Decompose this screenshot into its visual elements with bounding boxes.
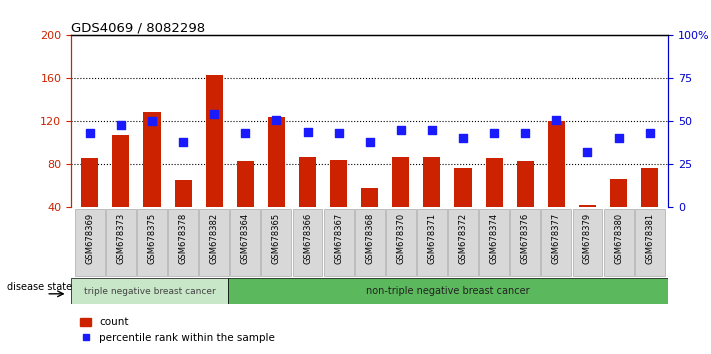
Bar (423, 157, 441, 207)
Bar (228, 278, 668, 304)
FancyBboxPatch shape (604, 209, 634, 276)
Bar (299, 157, 316, 207)
FancyBboxPatch shape (137, 209, 167, 276)
FancyBboxPatch shape (293, 209, 322, 276)
Text: GSM678378: GSM678378 (178, 213, 188, 264)
Bar (392, 157, 410, 207)
Text: GSM678375: GSM678375 (147, 213, 156, 264)
Point (395, 127, 407, 133)
Text: GSM678376: GSM678376 (520, 213, 530, 264)
Bar (517, 161, 534, 207)
Bar (579, 205, 596, 207)
Point (240, 130, 251, 136)
Text: GSM678374: GSM678374 (490, 213, 498, 264)
Text: GSM678371: GSM678371 (427, 213, 437, 264)
Bar (81, 158, 98, 207)
Text: GSM678377: GSM678377 (552, 213, 561, 264)
Text: GSM678380: GSM678380 (614, 213, 623, 264)
FancyBboxPatch shape (199, 209, 229, 276)
Bar (268, 117, 285, 207)
FancyBboxPatch shape (262, 209, 292, 276)
Point (520, 130, 531, 136)
Point (178, 139, 189, 145)
Bar (71, 278, 228, 304)
Text: GSM678367: GSM678367 (334, 213, 343, 264)
Text: GSM678379: GSM678379 (583, 213, 592, 264)
Text: non-triple negative breast cancer: non-triple negative breast cancer (366, 286, 530, 296)
Point (644, 130, 656, 136)
Text: GSM678370: GSM678370 (396, 213, 405, 264)
Point (364, 139, 375, 145)
Bar (361, 188, 378, 207)
Point (115, 122, 127, 127)
FancyBboxPatch shape (230, 209, 260, 276)
Text: GSM678368: GSM678368 (365, 213, 374, 264)
Text: GSM678381: GSM678381 (645, 213, 654, 264)
Text: GDS4069 / 8082298: GDS4069 / 8082298 (71, 21, 205, 34)
Point (146, 118, 158, 124)
Point (301, 129, 313, 135)
Text: GSM678373: GSM678373 (117, 213, 125, 264)
Bar (330, 160, 347, 207)
FancyBboxPatch shape (417, 209, 447, 276)
FancyBboxPatch shape (542, 209, 572, 276)
Bar (112, 135, 129, 207)
Bar (454, 169, 471, 207)
Text: disease state: disease state (6, 282, 72, 292)
Bar (641, 169, 658, 207)
Bar (144, 112, 161, 207)
Point (582, 149, 593, 155)
FancyBboxPatch shape (355, 209, 385, 276)
FancyBboxPatch shape (386, 209, 416, 276)
Point (613, 136, 624, 141)
Text: GSM678366: GSM678366 (303, 213, 312, 264)
Bar (486, 158, 503, 207)
Text: GSM678364: GSM678364 (241, 213, 250, 264)
Text: GSM678382: GSM678382 (210, 213, 219, 264)
Point (457, 136, 469, 141)
FancyBboxPatch shape (635, 209, 665, 276)
Text: GSM678369: GSM678369 (85, 213, 95, 264)
Point (84, 130, 95, 136)
FancyBboxPatch shape (510, 209, 540, 276)
Bar (237, 161, 254, 207)
Point (208, 112, 220, 117)
Point (333, 130, 344, 136)
FancyBboxPatch shape (75, 209, 105, 276)
Point (488, 130, 500, 136)
Point (550, 117, 562, 122)
Bar (610, 179, 627, 207)
Point (427, 127, 438, 133)
FancyBboxPatch shape (106, 209, 136, 276)
FancyBboxPatch shape (448, 209, 478, 276)
FancyBboxPatch shape (572, 209, 602, 276)
Bar (205, 75, 223, 207)
FancyBboxPatch shape (169, 209, 198, 276)
FancyBboxPatch shape (479, 209, 509, 276)
Text: GSM678365: GSM678365 (272, 213, 281, 264)
Bar (174, 180, 192, 207)
Point (271, 117, 282, 122)
Text: triple negative breast cancer: triple negative breast cancer (84, 287, 215, 296)
Bar (547, 121, 565, 207)
Text: GSM678372: GSM678372 (459, 213, 468, 264)
FancyBboxPatch shape (324, 209, 353, 276)
Legend: count, percentile rank within the sample: count, percentile rank within the sample (76, 313, 279, 347)
